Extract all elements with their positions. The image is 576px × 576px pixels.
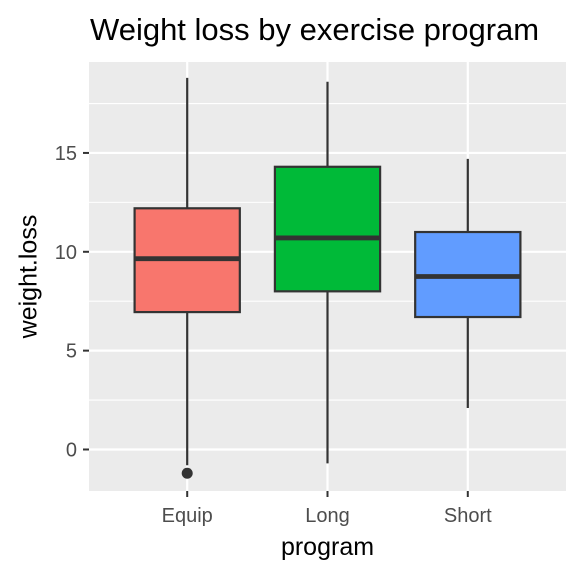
y-tick-label: 5 — [66, 341, 77, 363]
x-axis-title: program — [281, 533, 374, 561]
box-short — [414, 158, 522, 408]
box-long — [273, 81, 382, 464]
y-axis-title: weight.loss — [15, 215, 43, 340]
y-axis: 0 5 10 15 — [55, 143, 89, 461]
y-tick-label: 10 — [55, 242, 77, 264]
x-tick-label: Equip — [162, 505, 213, 527]
chart-title: Weight loss by exercise program — [90, 12, 539, 47]
box-equip — [133, 77, 241, 479]
x-tick-label: Short — [444, 505, 492, 527]
x-tick-label: Long — [305, 505, 350, 527]
x-axis: Equip Long Short — [162, 491, 492, 527]
y-tick-label: 0 — [66, 439, 77, 461]
box-iqr — [273, 165, 382, 293]
y-tick-label: 15 — [55, 143, 77, 165]
outlier-point — [181, 467, 193, 479]
boxes — [133, 77, 522, 479]
